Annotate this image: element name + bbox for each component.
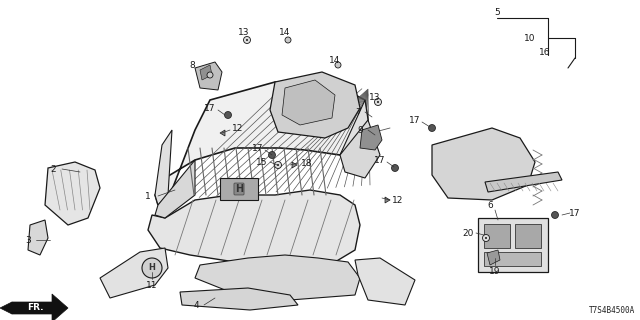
Polygon shape <box>28 220 48 255</box>
Text: 6: 6 <box>487 201 493 210</box>
Polygon shape <box>292 162 297 168</box>
Polygon shape <box>180 288 298 310</box>
Polygon shape <box>385 197 390 203</box>
Circle shape <box>377 101 379 103</box>
Text: 5: 5 <box>494 7 500 17</box>
Text: 16: 16 <box>540 47 551 57</box>
Circle shape <box>335 62 341 68</box>
Circle shape <box>374 99 381 106</box>
Polygon shape <box>360 125 382 150</box>
Polygon shape <box>478 218 548 272</box>
Circle shape <box>243 36 250 44</box>
Text: FR.: FR. <box>27 303 44 313</box>
Circle shape <box>483 235 490 242</box>
Polygon shape <box>195 62 222 90</box>
Circle shape <box>485 237 487 239</box>
Polygon shape <box>487 250 500 265</box>
Text: 2: 2 <box>50 164 56 173</box>
Polygon shape <box>282 80 335 125</box>
Text: 18: 18 <box>301 158 313 167</box>
Text: 14: 14 <box>330 55 340 65</box>
Text: 17: 17 <box>569 209 580 218</box>
Circle shape <box>429 124 435 132</box>
Text: 1: 1 <box>145 191 151 201</box>
Text: 17: 17 <box>252 143 264 153</box>
Text: 19: 19 <box>489 268 500 276</box>
Text: 10: 10 <box>524 34 536 43</box>
Polygon shape <box>485 172 562 192</box>
Polygon shape <box>270 72 360 138</box>
Circle shape <box>277 164 279 166</box>
Text: 8: 8 <box>189 60 195 69</box>
Text: 7: 7 <box>355 108 361 116</box>
Circle shape <box>246 39 248 41</box>
Text: T7S4B4500A: T7S4B4500A <box>589 306 635 315</box>
Polygon shape <box>155 160 195 218</box>
Text: 12: 12 <box>392 196 404 204</box>
Polygon shape <box>220 178 258 200</box>
Text: 13: 13 <box>238 28 250 36</box>
Circle shape <box>392 164 399 172</box>
Polygon shape <box>100 248 168 298</box>
Text: 20: 20 <box>462 228 474 237</box>
Circle shape <box>552 212 559 219</box>
Polygon shape <box>45 162 100 225</box>
Circle shape <box>275 162 282 169</box>
Text: H: H <box>235 184 243 194</box>
Polygon shape <box>355 258 415 305</box>
Text: 13: 13 <box>369 92 381 101</box>
Text: 17: 17 <box>409 116 420 124</box>
Text: 12: 12 <box>232 124 244 132</box>
Circle shape <box>207 72 213 78</box>
Polygon shape <box>0 302 12 314</box>
Circle shape <box>285 37 291 43</box>
Polygon shape <box>515 224 541 248</box>
Text: 3: 3 <box>25 236 31 244</box>
Polygon shape <box>200 65 212 80</box>
Text: 11: 11 <box>147 281 157 290</box>
Text: 15: 15 <box>256 157 268 166</box>
Polygon shape <box>340 120 380 178</box>
Polygon shape <box>155 82 368 205</box>
Polygon shape <box>195 255 360 300</box>
Circle shape <box>269 151 275 158</box>
Text: 4: 4 <box>193 300 199 309</box>
Polygon shape <box>155 130 172 205</box>
Polygon shape <box>432 128 535 200</box>
Polygon shape <box>12 294 68 320</box>
Circle shape <box>225 111 232 118</box>
Polygon shape <box>148 190 360 268</box>
Text: 17: 17 <box>374 156 386 164</box>
Circle shape <box>142 258 162 278</box>
Text: H: H <box>148 263 156 273</box>
Text: 14: 14 <box>279 28 291 36</box>
Text: 9: 9 <box>357 125 363 134</box>
Polygon shape <box>340 100 368 155</box>
Polygon shape <box>220 130 225 136</box>
Polygon shape <box>484 252 541 266</box>
Polygon shape <box>484 224 510 248</box>
Text: 17: 17 <box>204 103 216 113</box>
